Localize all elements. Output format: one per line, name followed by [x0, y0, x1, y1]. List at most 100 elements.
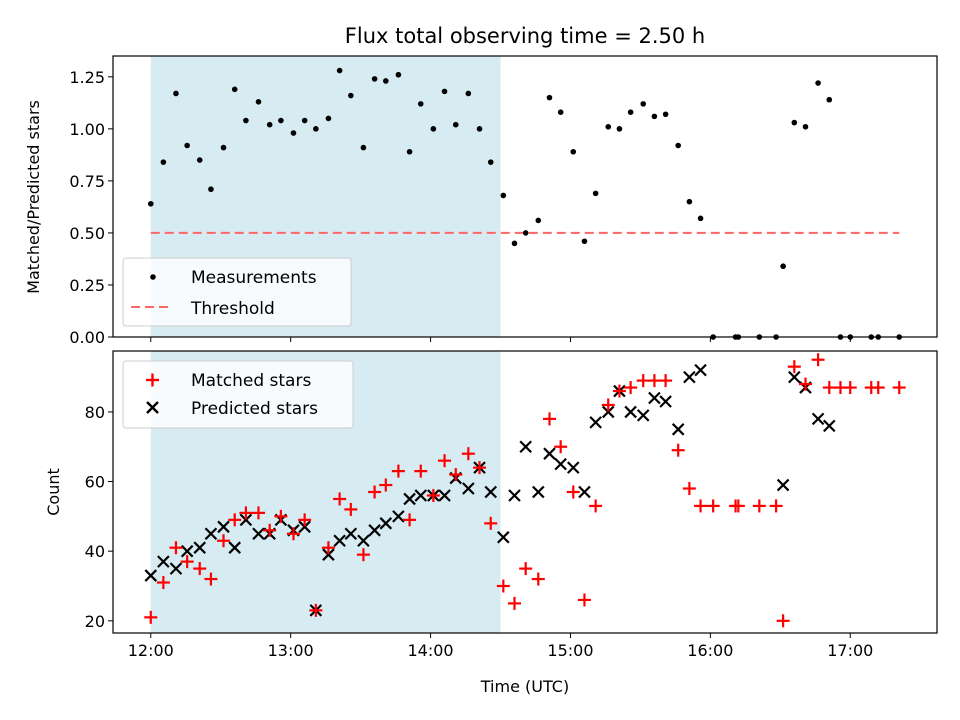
- y-tick-label: 1.00: [69, 120, 105, 139]
- matched-stars-point: [843, 381, 857, 395]
- legend-measurements-marker: [150, 274, 156, 280]
- measurement-point: [791, 119, 798, 126]
- matched-stars-point: [298, 513, 312, 527]
- measurement-point: [383, 78, 389, 84]
- matched-stars-point: [769, 499, 783, 513]
- matched-stars-point: [892, 381, 906, 395]
- measurement-point: [301, 117, 308, 124]
- matched-stars-point: [871, 381, 885, 395]
- measurement-point: [255, 98, 262, 105]
- matched-stars-point: [473, 461, 487, 475]
- matched-stars-point: [752, 499, 766, 513]
- predicted-stars-point: [823, 419, 836, 433]
- matched-stars-point: [484, 516, 498, 530]
- matched-stars-point: [531, 572, 545, 586]
- measurement-point: [441, 88, 448, 95]
- predicted-stars-point: [204, 527, 218, 541]
- predicted-stars-point: [532, 485, 545, 499]
- measurement-point: [231, 86, 238, 93]
- matched-stars-point: [671, 443, 685, 457]
- predicted-stars-point: [776, 478, 790, 492]
- measurement-point: [780, 263, 786, 270]
- matched-stars-point: [286, 527, 300, 541]
- measurement-point: [500, 192, 507, 199]
- predicted-stars-point: [601, 405, 615, 419]
- matched-stars-point: [624, 381, 638, 395]
- predicted-stars-point: [683, 370, 696, 384]
- chart-title: Flux total observing time = 2.50 h: [345, 24, 705, 48]
- predicted-stars-point: [589, 416, 602, 429]
- measurement-point: [487, 159, 494, 165]
- matched-stars-point: [706, 499, 720, 513]
- predicted-stars-point: [217, 520, 230, 534]
- predicted-stars-point: [414, 489, 428, 502]
- predicted-stars-point: [239, 513, 253, 527]
- legend-predicted-marker: [146, 401, 159, 414]
- matched-stars-point: [636, 374, 650, 388]
- predicted-stars-point: [157, 555, 170, 568]
- measurement-point: [208, 186, 214, 193]
- measurement-point: [815, 80, 821, 86]
- predicted-stars-point: [543, 447, 556, 460]
- measurement-point: [675, 142, 681, 149]
- predicted-stars-point: [508, 489, 521, 502]
- measurement-point: [290, 130, 297, 136]
- predicted-stars-point: [344, 527, 358, 541]
- matched-stars-point: [577, 593, 591, 607]
- y-tick-label: 0.00: [69, 328, 105, 347]
- x-axis-label: Time (UTC): [480, 677, 569, 696]
- matched-stars-point: [228, 513, 242, 527]
- predicted-stars-point: [671, 423, 685, 436]
- measurement-point: [184, 142, 190, 149]
- matched-stars-point: [274, 509, 288, 523]
- measurement-point: [325, 115, 332, 122]
- matched-stars-point: [694, 499, 708, 513]
- bottom-y-axis-label: Count: [44, 468, 63, 516]
- measurement-point: [196, 157, 203, 163]
- measurement-point: [360, 144, 367, 151]
- y-tick-label: 0.75: [69, 172, 105, 191]
- measurement-point: [452, 121, 459, 128]
- measurement-point: [147, 200, 154, 207]
- measurement-point: [371, 76, 378, 82]
- matched-stars-point: [787, 360, 801, 374]
- matched-stars-point: [204, 572, 218, 586]
- predicted-stars-point: [519, 440, 532, 454]
- matched-stars-point: [519, 562, 533, 576]
- matched-stars-point: [344, 502, 358, 516]
- bottom-legend: Matched stars Predicted stars: [122, 360, 354, 429]
- matched-stars-point: [169, 541, 183, 555]
- measurement-point: [535, 217, 542, 224]
- measurement-point: [640, 101, 647, 107]
- measurement-point: [605, 123, 612, 130]
- predicted-stars-point: [169, 562, 183, 575]
- y-tick-label: 80: [85, 403, 105, 422]
- matched-stars-point: [438, 454, 452, 468]
- matched-stars-point: [461, 447, 475, 461]
- predicted-stars-point: [694, 363, 707, 377]
- top-panel: 0.00 0.25 0.50 0.75 1.00 1.25 Matched/Predict…: [24, 55, 938, 347]
- measurement-point: [430, 126, 437, 132]
- predicted-stars-point: [228, 541, 241, 554]
- predicted-stars-point: [180, 544, 194, 558]
- measurement-point: [662, 111, 669, 118]
- measurement-point: [557, 109, 564, 115]
- y-tick-label: 60: [85, 473, 105, 492]
- predicted-stars-point: [193, 541, 207, 554]
- matched-stars-point: [601, 398, 615, 412]
- predicted-stars-point: [636, 409, 650, 422]
- predicted-stars-point: [578, 485, 591, 499]
- measurement-point: [348, 92, 354, 99]
- top-y-axis-label: Matched/Predicted stars: [24, 100, 43, 294]
- measurement-point: [511, 240, 518, 247]
- predicted-stars-point: [379, 517, 393, 530]
- predicted-stars-point: [333, 534, 346, 548]
- measurement-point: [243, 117, 249, 124]
- matched-stars-point: [368, 485, 382, 499]
- matched-stars-point: [811, 353, 825, 367]
- measurement-point: [802, 123, 809, 130]
- matched-stars-point: [682, 482, 696, 496]
- legend-matched-label: Matched stars: [191, 371, 311, 391]
- measurement-point: [592, 190, 599, 197]
